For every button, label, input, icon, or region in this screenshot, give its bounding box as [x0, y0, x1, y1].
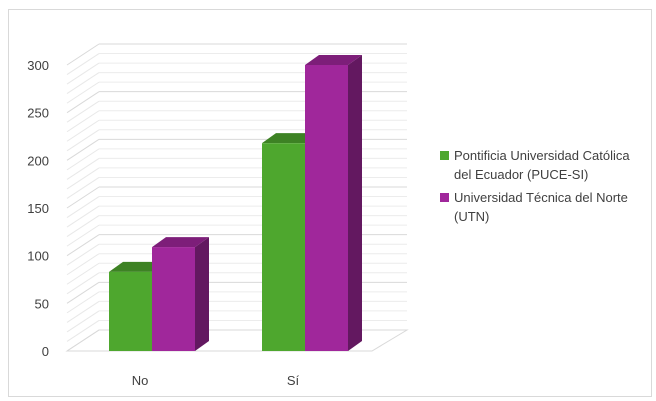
gridline-side-100: [66, 234, 100, 257]
y-tick-label: 200: [27, 153, 49, 168]
bar-puce-No: [109, 271, 152, 351]
y-tick-label: 0: [42, 344, 49, 359]
bar-top-puce-Sí: [262, 133, 319, 144]
bar-side-utn-No: [195, 237, 209, 351]
legend: Pontificia Universidad Católica del Ecua…: [440, 146, 650, 230]
x-category-label: No: [132, 373, 149, 388]
y-tick-label: 300: [27, 58, 49, 73]
side-wall-minor-line: [66, 291, 100, 314]
gridline-side-50: [66, 281, 100, 304]
bar-side-utn-Sí: [348, 55, 362, 351]
side-wall-minor-line: [66, 253, 100, 276]
x-category-label: Sí: [287, 373, 300, 388]
bar-puce-Sí: [262, 143, 305, 351]
bar-utn-No: [152, 247, 195, 351]
bar-utn-Sí: [305, 65, 348, 351]
legend-item-puce: Pontificia Universidad Católica del Ecua…: [440, 146, 650, 184]
side-wall-minor-line: [66, 81, 100, 104]
side-wall-minor-line: [66, 167, 100, 190]
side-wall-minor-line: [66, 177, 100, 199]
side-wall-minor-line: [66, 205, 100, 228]
side-wall-minor-line: [66, 320, 100, 342]
side-wall-minor-line: [66, 224, 100, 247]
gridline-side-250: [66, 91, 100, 114]
y-tick-label: 100: [27, 249, 49, 264]
bar-top-utn-Sí: [305, 55, 362, 65]
gridline-side-200: [66, 138, 100, 161]
side-wall-minor-line: [66, 196, 100, 218]
legend-label-puce: Pontificia Universidad Católica del Ecua…: [454, 148, 630, 182]
side-wall-minor-line: [66, 72, 100, 95]
side-wall-minor-line: [66, 262, 100, 285]
gridline-side-300: [66, 43, 100, 66]
side-wall-minor-line: [66, 62, 100, 85]
side-wall-minor-line: [66, 53, 100, 75]
legend-swatch-utn: [440, 193, 449, 202]
gridline-side-150: [66, 186, 100, 209]
bar-top-utn-No: [152, 237, 209, 248]
side-wall-minor-line: [66, 129, 100, 152]
y-tick-label: 150: [27, 201, 49, 216]
y-tick-label: 50: [35, 296, 49, 311]
bar-top-puce-No: [109, 261, 166, 272]
legend-swatch-puce: [440, 151, 449, 160]
side-wall-minor-line: [66, 157, 100, 180]
side-wall-minor-line: [66, 119, 100, 142]
side-wall-minor-line: [66, 215, 100, 238]
side-wall-minor-line: [66, 310, 100, 333]
legend-item-utn: Universidad Técnica del Norte (UTN): [440, 188, 650, 226]
legend-label-utn: Universidad Técnica del Norte (UTN): [454, 190, 628, 224]
side-wall-minor-line: [66, 100, 100, 123]
y-tick-label: 250: [27, 106, 49, 121]
side-wall-minor-line: [66, 148, 100, 171]
side-wall-minor-line: [66, 272, 100, 295]
side-wall-minor-line: [66, 110, 100, 133]
side-wall-minor-line: [66, 243, 100, 266]
side-wall-minor-line: [66, 300, 100, 323]
